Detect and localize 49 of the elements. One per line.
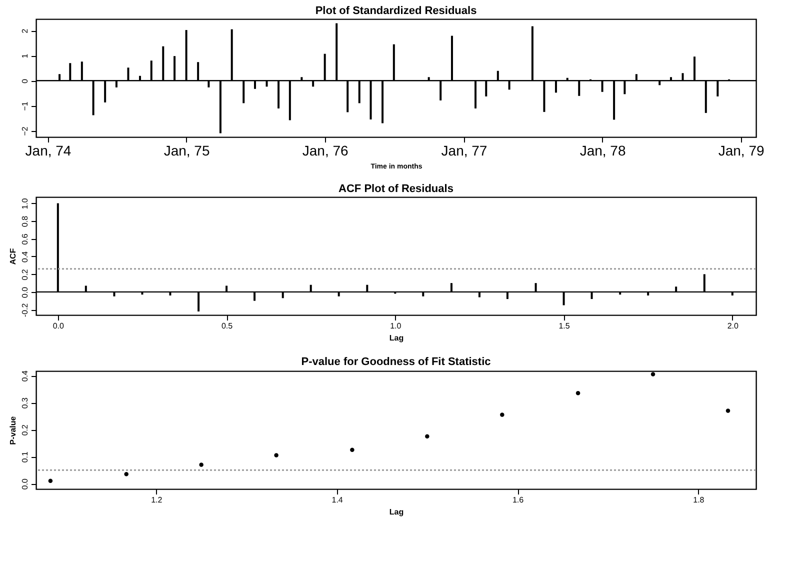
x-tick-label: Jan, 79: [718, 142, 764, 158]
point: [650, 372, 656, 376]
x-axis-title: Lag: [389, 334, 404, 342]
y-tick-label: 0.4: [20, 370, 30, 382]
x-tick-label: Jan, 76: [302, 142, 349, 158]
x-tick-label: 1.4: [332, 496, 344, 504]
y-tick-label: 0.2: [20, 268, 30, 280]
y-axis-title: P-value: [8, 416, 18, 445]
x-tick-label: 2.0: [727, 322, 740, 330]
y-tick-label: 0.2: [20, 424, 30, 436]
y-tick-label: 2: [20, 28, 30, 34]
point: [350, 448, 354, 452]
y-tick-label: 0.3: [20, 396, 30, 409]
x-tick-label: 0.0: [52, 322, 65, 330]
y-tick-label: -0.2: [20, 302, 30, 318]
y-axis-title: ACF: [8, 248, 18, 265]
x-tick-label: 1.5: [558, 322, 570, 330]
x-tick-label: 1.0: [390, 322, 402, 330]
x-tick-label: Jan, 75: [164, 142, 210, 158]
y-tick-label: 0: [20, 78, 30, 84]
point: [48, 478, 53, 484]
y-tick-label: −1: [20, 101, 30, 111]
x-tick-label: 1.6: [512, 496, 524, 504]
y-tick-label: 0.0: [20, 286, 30, 298]
chart-title: Plot of Standardized Residuals: [315, 5, 477, 17]
x-tick-label: Jan, 77: [441, 142, 488, 158]
x-tick-label: 1.8: [693, 496, 705, 504]
y-tick-label: 0.8: [20, 215, 30, 228]
x-tick-label: 0.5: [221, 322, 234, 330]
y-tick-label: 0.1: [20, 450, 30, 463]
chart-title: P-value for Goodness of Fit Statistic: [301, 356, 491, 368]
point: [425, 434, 430, 438]
x-axis-title: Lag: [389, 508, 404, 516]
point: [199, 462, 204, 467]
chart-title: ACF Plot of Residuals: [338, 183, 454, 195]
point: [274, 453, 278, 458]
y-tick-label: 0.0: [20, 478, 30, 490]
point: [576, 391, 580, 396]
x-tick-label: 1.2: [151, 496, 163, 504]
y-tick-label: −2: [20, 126, 30, 136]
y-tick-label: 1: [20, 53, 30, 58]
x-tick-label: Jan, 74: [25, 142, 72, 158]
y-tick-label: 0.4: [20, 250, 30, 263]
y-tick-label: 0.6: [20, 233, 30, 245]
point: [124, 472, 128, 476]
x-tick-label: Jan, 78: [580, 142, 626, 158]
point: [500, 412, 504, 417]
point: [726, 408, 730, 413]
y-tick-label: 1.0: [20, 198, 30, 210]
